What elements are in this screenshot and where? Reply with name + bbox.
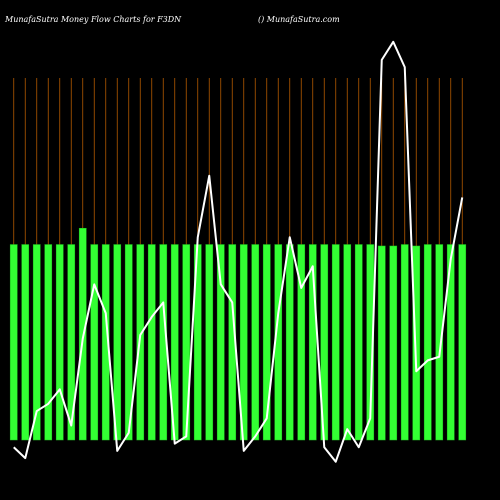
site-credit: () MunafaSutra.com [258, 15, 340, 24]
bar [366, 244, 375, 441]
bar [297, 244, 306, 441]
bar [435, 244, 444, 441]
chart-title: MunafaSutra Money Flow Charts for F3DN [4, 15, 182, 24]
bar [205, 244, 214, 441]
bar-series [9, 227, 467, 441]
bar [423, 244, 432, 441]
bar [308, 244, 317, 441]
bar [55, 244, 64, 441]
bar [124, 244, 133, 441]
line-series [13, 40, 464, 463]
bar [182, 244, 191, 441]
bar [44, 244, 53, 441]
bar [147, 244, 156, 441]
line-series-path [13, 40, 464, 463]
bar [354, 244, 363, 441]
bar [400, 244, 409, 441]
bar [216, 244, 225, 441]
bar [285, 244, 294, 441]
bar [458, 244, 467, 441]
bar [343, 244, 352, 441]
bar [90, 244, 99, 441]
bar [331, 244, 340, 441]
bar [377, 245, 386, 441]
bar [389, 245, 398, 441]
bar [9, 244, 18, 441]
bar [101, 244, 110, 441]
bar [67, 244, 76, 441]
bar [21, 244, 30, 441]
bar [262, 244, 271, 441]
bar [446, 244, 455, 441]
bar [412, 245, 421, 441]
bar [32, 244, 41, 441]
bar [251, 244, 260, 441]
